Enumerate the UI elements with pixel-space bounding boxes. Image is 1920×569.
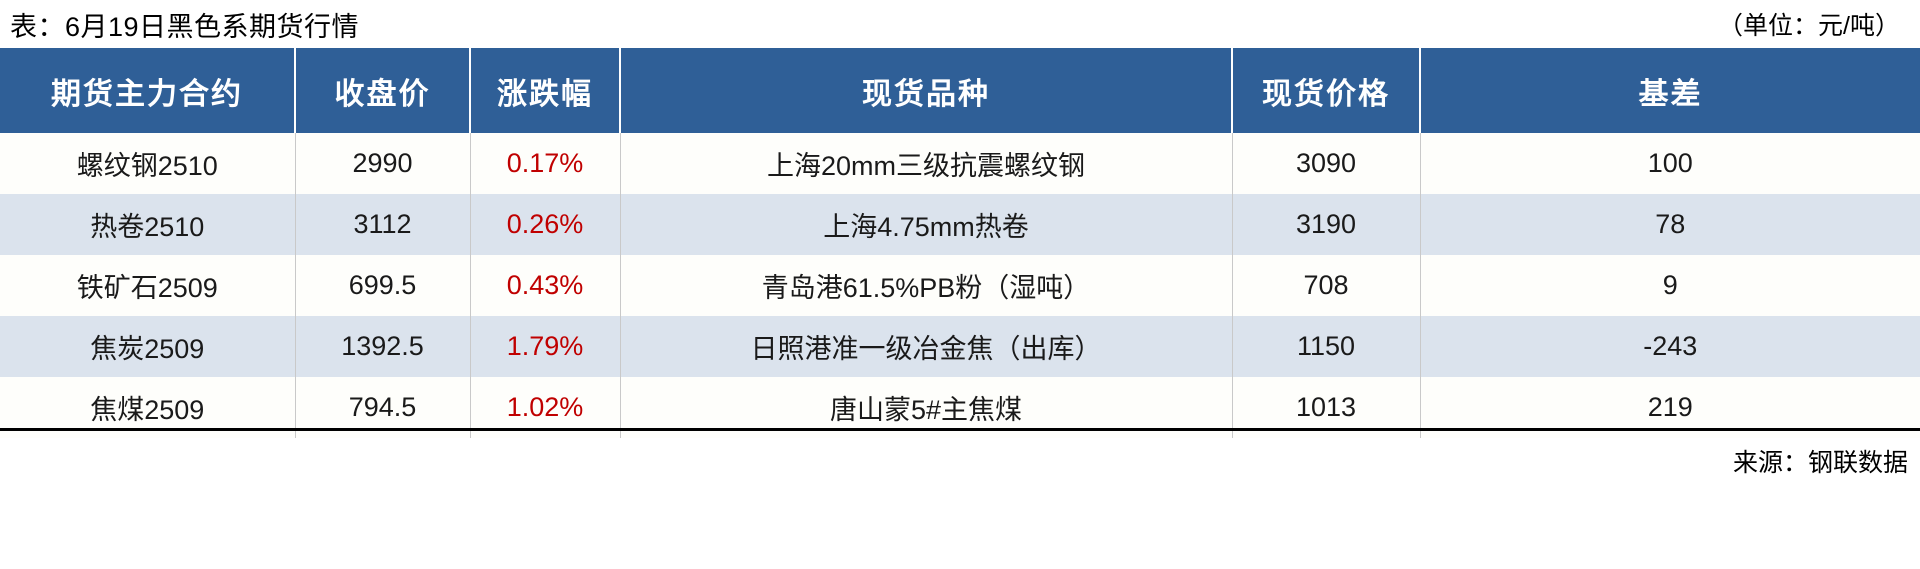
cell-basis: 9 (1662, 270, 1678, 300)
table-header-row: 期货主力合约 收盘价 涨跌幅 现货品种 现货价格 基差 (0, 48, 1920, 133)
cell-change: 0.17% (470, 133, 621, 194)
futures-quote-table: 期货主力合约 收盘价 涨跌幅 现货品种 现货价格 基差 螺纹钢2510 2990… (0, 48, 1920, 438)
cell-basis: 78 (1655, 209, 1686, 239)
cell-spot-variety: 唐山蒙5#主焦煤 (620, 377, 1233, 438)
column-header-spot-variety[interactable]: 现货品种 (620, 48, 1233, 133)
cell-basis: 219 (1647, 392, 1693, 422)
column-header-basis[interactable]: 基差 (1638, 77, 1703, 111)
cell-spot-price: 1013 (1232, 377, 1421, 438)
cell-spot-price: 1150 (1232, 316, 1421, 377)
page-title: 表：6月19日黑色系期货行情 (10, 11, 360, 42)
cell-spot-variety: 上海20mm三级抗震螺纹钢 (620, 133, 1233, 194)
cell-spot-price: 3190 (1232, 194, 1421, 255)
cell-contract: 焦煤2509 (0, 377, 296, 438)
cell-basis: 100 (1647, 148, 1693, 178)
cell-contract: 热卷2510 (0, 194, 296, 255)
unit-label: （单位：元/吨） (1718, 12, 1900, 40)
cell-close: 1392.5 (295, 316, 471, 377)
cell-spot-variety: 日照港准一级冶金焦（出库） (620, 316, 1233, 377)
cell-change: 1.02% (470, 377, 621, 438)
cell-close: 2990 (295, 133, 471, 194)
cell-contract: 焦炭2509 (0, 316, 296, 377)
column-header-spot-price[interactable]: 现货价格 (1232, 48, 1421, 133)
cell-spot-price: 708 (1232, 255, 1421, 316)
cell-change: 0.26% (470, 194, 621, 255)
footer-divider (0, 428, 1920, 431)
cell-close: 3112 (295, 194, 471, 255)
cell-close: 699.5 (295, 255, 471, 316)
cell-contract: 铁矿石2509 (0, 255, 296, 316)
cell-basis: -243 (1643, 331, 1698, 361)
cell-contract: 螺纹钢2510 (0, 133, 296, 194)
cell-spot-price: 3090 (1232, 133, 1421, 194)
cell-spot-variety: 青岛港61.5%PB粉（湿吨） (620, 255, 1233, 316)
caption-row: 表：6月19日黑色系期货行情 （单位：元/吨） (0, 0, 1920, 48)
cell-change: 0.43% (470, 255, 621, 316)
cell-spot-variety: 上海4.75mm热卷 (620, 194, 1233, 255)
cell-change: 1.79% (470, 316, 621, 377)
cell-close: 794.5 (295, 377, 471, 438)
column-header-change[interactable]: 涨跌幅 (470, 48, 621, 133)
table-row: 铁矿石2509 699.5 0.43% 青岛港61.5%PB粉（湿吨） 708 … (0, 255, 1920, 316)
footer-row: 来源：钢联数据 (0, 431, 1920, 491)
column-header-close[interactable]: 收盘价 (295, 48, 471, 133)
table-row: 热卷2510 3112 0.26% 上海4.75mm热卷 3190 78 (0, 194, 1920, 255)
table-row: 螺纹钢2510 2990 0.17% 上海20mm三级抗震螺纹钢 3090 10… (0, 133, 1920, 194)
table-row: 焦煤2509 794.5 1.02% 唐山蒙5#主焦煤 1013 219 (0, 377, 1920, 438)
column-header-contract[interactable]: 期货主力合约 (0, 48, 296, 133)
table-row: 焦炭2509 1392.5 1.79% 日照港准一级冶金焦（出库） 1150 -… (0, 316, 1920, 377)
source-label: 来源：钢联数据 (1732, 449, 1908, 477)
